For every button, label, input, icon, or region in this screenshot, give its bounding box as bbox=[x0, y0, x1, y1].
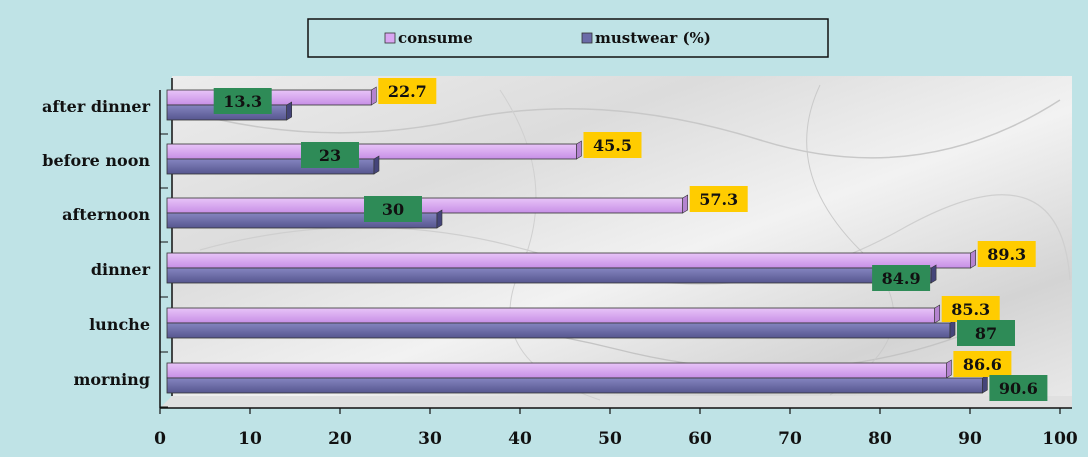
bar-face bbox=[166, 322, 951, 339]
data-label-consume: 85.3 bbox=[941, 296, 1000, 322]
data-label-text: 23 bbox=[319, 146, 341, 165]
bar-end bbox=[970, 249, 976, 269]
data-labels: 22.7 13.3 45.5 23 57.3 30 89.3 84.9 85.3 87 86.6 90… bbox=[213, 78, 1048, 401]
bar-end bbox=[934, 304, 940, 324]
data-label-text: 45.5 bbox=[593, 136, 632, 155]
x-ticks: 0 10 20 30 40 50 60 70 80 90 100 bbox=[154, 408, 1078, 449]
bar-consume bbox=[166, 140, 582, 160]
bar-face bbox=[166, 362, 947, 379]
data-label-bg bbox=[378, 78, 437, 104]
bar-mustwear bbox=[166, 264, 937, 284]
data-label-consume: 45.5 bbox=[583, 132, 642, 158]
bar-face bbox=[166, 252, 972, 269]
bar-end bbox=[371, 86, 377, 106]
legend: consume mustwear (%) bbox=[307, 18, 829, 58]
category-label: before noon bbox=[42, 151, 150, 170]
marble-vein bbox=[179, 99, 1061, 159]
legend-label-mustwear: mustwear (%) bbox=[595, 29, 711, 47]
x-tick-label: 70 bbox=[778, 429, 802, 449]
legend-label-consume: consume bbox=[398, 29, 473, 47]
data-label-consume: 22.7 bbox=[378, 78, 437, 104]
x-tick-label: 40 bbox=[508, 429, 532, 449]
data-label-bg bbox=[953, 351, 1012, 377]
x-tick-label: 80 bbox=[868, 429, 892, 449]
x-tick-label: 30 bbox=[418, 429, 442, 449]
bar-end bbox=[949, 319, 956, 339]
bar-end bbox=[286, 101, 292, 121]
x-tick-label: 100 bbox=[1042, 429, 1078, 449]
bar-consume bbox=[166, 304, 940, 324]
legend-swatch-mustwear bbox=[581, 32, 593, 44]
bar-face bbox=[166, 143, 577, 160]
data-label-bg bbox=[941, 296, 1000, 322]
data-label-bg bbox=[957, 320, 1015, 346]
bar-mustwear bbox=[166, 374, 988, 394]
data-label-mustwear: 90.6 bbox=[989, 375, 1048, 401]
data-label-text: 30 bbox=[382, 200, 404, 219]
plot-wall bbox=[172, 76, 1072, 408]
data-label-bg bbox=[689, 186, 748, 212]
category-label: dinner bbox=[91, 260, 151, 279]
bar-end bbox=[373, 155, 380, 175]
data-label-bg bbox=[872, 265, 931, 291]
marble-vein bbox=[806, 84, 895, 396]
data-label-text: 90.6 bbox=[999, 379, 1038, 398]
data-label-mustwear: 84.9 bbox=[872, 265, 931, 291]
legend-swatch-consume bbox=[384, 32, 396, 44]
data-label-text: 89.3 bbox=[987, 245, 1026, 264]
bar-end bbox=[946, 359, 952, 379]
bar-end bbox=[930, 264, 937, 284]
data-label-mustwear: 87 bbox=[957, 320, 1015, 346]
data-label-bg bbox=[301, 142, 359, 168]
plot-floor bbox=[160, 396, 1072, 408]
data-label-consume: 89.3 bbox=[977, 241, 1036, 267]
bar-consume bbox=[166, 249, 976, 269]
data-label-text: 87 bbox=[975, 324, 997, 343]
category-label: after dinner bbox=[42, 97, 151, 116]
axes: 0 10 20 30 40 50 60 70 80 90 100 after dinner befor… bbox=[42, 78, 1078, 449]
bar-consume bbox=[166, 359, 952, 379]
data-label-bg bbox=[364, 196, 422, 222]
data-label-bg bbox=[583, 132, 642, 158]
data-label-mustwear: 13.3 bbox=[213, 88, 272, 114]
category-label: lunche bbox=[89, 315, 150, 334]
bar-face bbox=[166, 377, 983, 394]
data-label-consume: 57.3 bbox=[689, 186, 748, 212]
category-label: morning bbox=[73, 370, 150, 389]
data-label-text: 86.6 bbox=[963, 355, 1002, 374]
bar-end bbox=[982, 374, 988, 394]
bars bbox=[166, 86, 988, 394]
data-label-consume: 86.6 bbox=[953, 351, 1012, 377]
category-label: afternoon bbox=[62, 205, 150, 224]
bar-consume bbox=[166, 194, 688, 214]
bar-end bbox=[436, 209, 443, 229]
data-label-text: 57.3 bbox=[699, 190, 738, 209]
bar-face bbox=[166, 307, 936, 324]
x-tick-label: 60 bbox=[688, 429, 712, 449]
data-label-bg bbox=[213, 88, 272, 114]
bar-end bbox=[682, 194, 688, 214]
data-label-bg bbox=[989, 375, 1048, 401]
category-labels: after dinner before noon afternoon dinner lu… bbox=[42, 97, 168, 408]
data-label-text: 22.7 bbox=[388, 82, 427, 101]
data-label-text: 85.3 bbox=[951, 300, 990, 319]
data-label-mustwear: 30 bbox=[364, 196, 422, 222]
data-label-text: 13.3 bbox=[223, 92, 262, 111]
bar-end bbox=[576, 140, 582, 160]
data-label-bg bbox=[977, 241, 1036, 267]
x-tick-label: 90 bbox=[958, 429, 982, 449]
x-tick-label: 20 bbox=[328, 429, 352, 449]
bar-mustwear bbox=[166, 319, 956, 339]
data-label-mustwear: 23 bbox=[301, 142, 359, 168]
bar-face bbox=[166, 197, 684, 214]
bar-face bbox=[166, 267, 932, 284]
data-label-text: 84.9 bbox=[882, 269, 921, 288]
plot-area bbox=[160, 76, 1072, 408]
x-tick-label: 50 bbox=[598, 429, 622, 449]
x-tick-label: 10 bbox=[238, 429, 262, 449]
x-tick-label: 0 bbox=[154, 429, 166, 449]
